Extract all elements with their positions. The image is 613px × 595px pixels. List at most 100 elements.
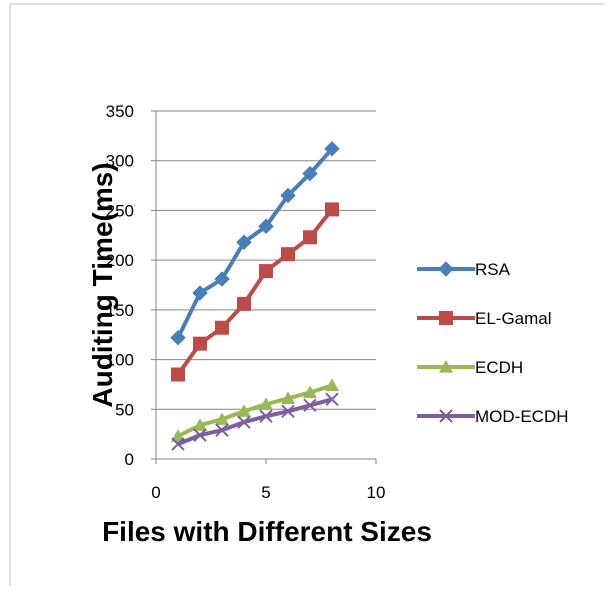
y-tick-label: 300 bbox=[106, 152, 134, 171]
marker-shape bbox=[215, 412, 229, 425]
legend-marker bbox=[439, 409, 453, 423]
data-point bbox=[193, 336, 207, 351]
marker-shape bbox=[438, 261, 454, 277]
data-point bbox=[171, 367, 185, 382]
y-tick-label: 0 bbox=[125, 450, 134, 469]
legend-label: ECDH bbox=[475, 358, 523, 377]
legend: RSA EL-Gamal ECDH MOD-ECDH bbox=[417, 260, 569, 426]
data-point bbox=[215, 423, 229, 437]
data-point bbox=[171, 437, 185, 451]
marker-shape bbox=[171, 429, 185, 442]
data-point bbox=[214, 271, 230, 287]
chart-border bbox=[9, 3, 604, 586]
legend-marker bbox=[438, 261, 454, 277]
data-point bbox=[258, 218, 274, 235]
legend-item: ECDH bbox=[417, 358, 523, 377]
marker-shape bbox=[439, 409, 453, 423]
y-tick-label: 50 bbox=[115, 400, 134, 419]
series-el-gamal bbox=[171, 202, 339, 382]
marker-shape bbox=[281, 247, 295, 262]
legend-label: MOD-ECDH bbox=[475, 407, 569, 426]
marker-shape bbox=[324, 141, 340, 157]
axes: 0 50 100 150 200 250 300 350 0 5 10 bbox=[106, 102, 386, 502]
marker-shape bbox=[259, 397, 273, 410]
marker-shape bbox=[237, 404, 251, 417]
marker-shape bbox=[258, 218, 274, 235]
marker-shape bbox=[193, 428, 207, 442]
marker-shape bbox=[303, 385, 317, 398]
marker-shape bbox=[171, 437, 185, 451]
data-point bbox=[325, 202, 339, 217]
data-point bbox=[259, 397, 273, 410]
data-point bbox=[280, 187, 296, 204]
series-ecdh bbox=[171, 378, 339, 442]
marker-shape bbox=[325, 392, 339, 407]
data-point bbox=[281, 247, 295, 262]
data-point bbox=[325, 392, 339, 407]
marker-shape bbox=[192, 285, 208, 301]
marker-shape bbox=[281, 404, 295, 418]
marker-shape bbox=[280, 187, 296, 204]
gridlines bbox=[156, 110, 376, 410]
marker-shape bbox=[325, 202, 339, 217]
marker-shape bbox=[215, 423, 229, 437]
x-tick-label: 5 bbox=[261, 483, 270, 502]
data-point bbox=[281, 391, 295, 404]
marker-shape bbox=[170, 329, 186, 346]
data-point bbox=[236, 234, 252, 250]
data-point bbox=[170, 329, 186, 346]
data-point bbox=[215, 412, 229, 425]
data-point bbox=[303, 230, 317, 245]
legend-item: MOD-ECDH bbox=[417, 407, 569, 426]
data-point bbox=[281, 404, 295, 418]
marker-shape bbox=[259, 264, 273, 279]
legend-item: EL-Gamal bbox=[417, 309, 552, 328]
data-point bbox=[237, 296, 251, 311]
marker-shape bbox=[303, 398, 317, 413]
series-rsa bbox=[170, 141, 340, 346]
x-axis-title: Files with Different Sizes bbox=[102, 516, 432, 547]
data-point bbox=[237, 404, 251, 417]
legend-label: RSA bbox=[475, 260, 511, 279]
data-point bbox=[303, 398, 317, 413]
data-point bbox=[215, 320, 229, 335]
data-point bbox=[259, 264, 273, 279]
series-line bbox=[177, 397, 333, 446]
y-tick-label: 200 bbox=[106, 251, 134, 270]
marker-shape bbox=[215, 320, 229, 335]
marker-shape bbox=[193, 418, 207, 431]
marker-shape bbox=[281, 391, 295, 404]
marker-shape bbox=[439, 311, 453, 325]
marker-shape bbox=[193, 336, 207, 351]
data-point bbox=[302, 165, 318, 182]
x-tick-label: 0 bbox=[151, 483, 160, 502]
data-point bbox=[193, 418, 207, 431]
data-point bbox=[259, 409, 273, 423]
marker-shape bbox=[303, 230, 317, 245]
data-point bbox=[324, 141, 340, 157]
y-tick-label: 250 bbox=[106, 201, 134, 220]
data-point bbox=[237, 415, 251, 429]
marker-shape bbox=[302, 165, 318, 182]
marker-shape bbox=[214, 271, 230, 287]
data-point bbox=[171, 429, 185, 442]
data-point bbox=[325, 378, 339, 392]
y-axis-title: Auditing Time(ms) bbox=[87, 162, 118, 407]
series-mod-ecdh bbox=[171, 392, 339, 451]
legend-label: EL-Gamal bbox=[475, 309, 552, 328]
legend-marker bbox=[439, 311, 453, 325]
series-layer bbox=[170, 141, 340, 451]
y-tick-label: 150 bbox=[106, 301, 134, 320]
data-point bbox=[193, 428, 207, 442]
marker-shape bbox=[237, 296, 251, 311]
y-tick-label: 100 bbox=[106, 351, 134, 370]
marker-shape bbox=[439, 360, 453, 373]
data-point bbox=[303, 385, 317, 398]
legend-item: RSA bbox=[417, 260, 511, 279]
y-tick-label: 350 bbox=[106, 102, 134, 121]
x-tick-label: 10 bbox=[367, 483, 386, 502]
marker-shape bbox=[325, 378, 339, 392]
marker-shape bbox=[236, 234, 252, 250]
